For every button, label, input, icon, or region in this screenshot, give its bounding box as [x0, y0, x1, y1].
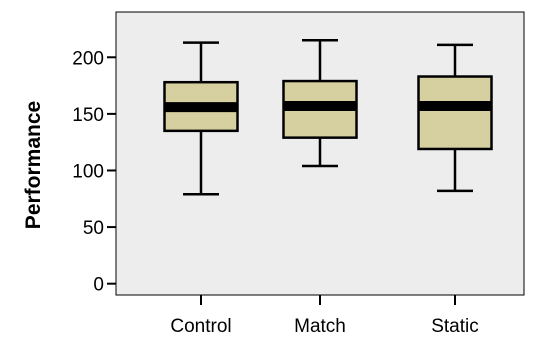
- y-tick-label: 200: [72, 48, 104, 69]
- x-tick-label: Match: [294, 316, 346, 337]
- y-tick-label: 150: [72, 105, 104, 126]
- y-axis: 0 50 100 150 200: [72, 48, 116, 296]
- box-match: [282, 39, 358, 168]
- box-control: [163, 41, 239, 196]
- x-tick-label: Control: [170, 316, 231, 337]
- iqr-box: [417, 75, 493, 151]
- y-tick-label: 50: [83, 218, 104, 239]
- x-tick-label: Static: [431, 316, 479, 337]
- x-axis: Control Match Static: [170, 295, 479, 337]
- boxes-group: [163, 39, 493, 196]
- y-tick-label: 0: [93, 275, 104, 296]
- box-static: [417, 43, 493, 193]
- y-axis-title: Performance: [22, 101, 45, 229]
- y-tick-label: 100: [72, 161, 104, 182]
